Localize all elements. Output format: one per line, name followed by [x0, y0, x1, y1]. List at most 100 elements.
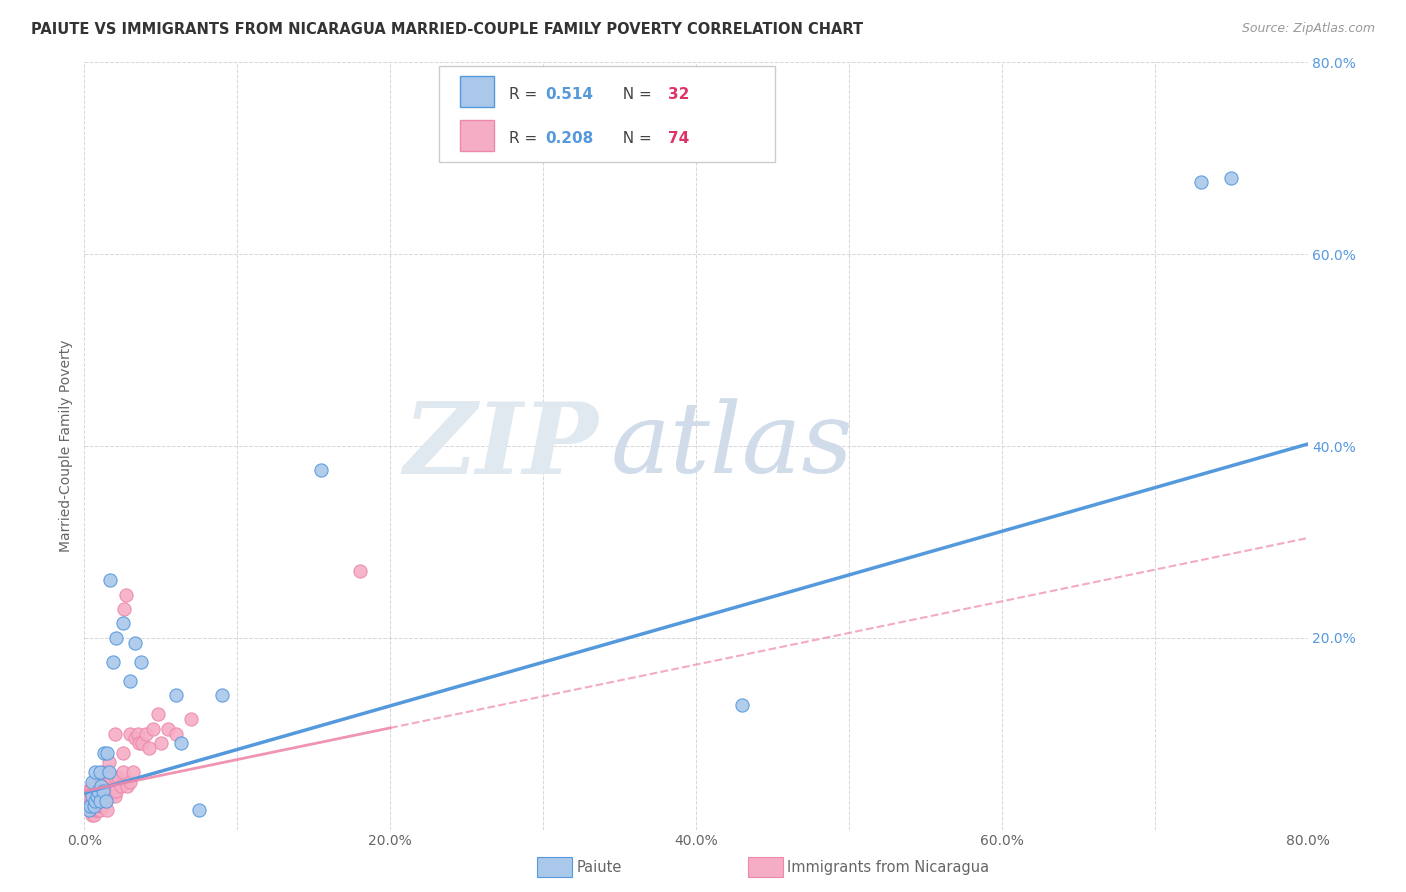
Point [157, 722, 180, 736]
Point [79, 798, 101, 813]
Point [96, 789, 118, 803]
Point [89, 780, 111, 794]
Point [104, 770, 127, 784]
Point [107, 770, 129, 784]
Point [122, 765, 145, 780]
Point [79, 804, 101, 818]
Point [77, 789, 100, 803]
Text: PAIUTE VS IMMIGRANTS FROM NICARAGUA MARRIED-COUPLE FAMILY POVERTY CORRELATION CH: PAIUTE VS IMMIGRANTS FROM NICARAGUA MARR… [31, 22, 863, 37]
Point [96, 765, 118, 780]
Point [349, 564, 371, 578]
Bar [460, 120, 494, 152]
Point [84, 784, 107, 798]
Point [101, 784, 124, 798]
Point [1220, 170, 1243, 185]
Point [98, 574, 121, 588]
Text: Immigrants from Nicaragua: Immigrants from Nicaragua [787, 860, 990, 874]
Bar [460, 77, 494, 107]
Point [83, 789, 105, 803]
Point [80, 789, 103, 803]
Point [89, 765, 111, 780]
Point [104, 789, 127, 803]
Point [90, 770, 112, 784]
Point [98, 770, 121, 784]
Point [91, 784, 114, 798]
Point [124, 635, 146, 649]
Point [98, 789, 121, 803]
Point [87, 804, 110, 818]
Point [103, 655, 125, 669]
Point [83, 808, 105, 822]
Point [91, 798, 114, 813]
Text: 32: 32 [668, 87, 689, 103]
Point [76, 784, 98, 798]
Text: ZIP: ZIP [404, 398, 598, 494]
Point [180, 712, 202, 726]
Text: N =: N = [613, 87, 657, 103]
FancyBboxPatch shape [439, 66, 776, 162]
Point [80, 774, 103, 789]
Point [90, 789, 112, 803]
Point [170, 736, 193, 750]
Point [165, 726, 187, 740]
Point [84, 794, 107, 808]
Point [77, 804, 100, 818]
Point [80, 798, 103, 813]
Point [87, 784, 110, 798]
Point [127, 726, 149, 740]
Point [128, 736, 150, 750]
Point [93, 789, 115, 803]
Point [105, 631, 128, 645]
Point [94, 774, 117, 789]
Point [91, 784, 114, 798]
Point [115, 780, 138, 794]
Point [94, 794, 117, 808]
Point [731, 698, 754, 712]
Point [96, 746, 118, 760]
Point [93, 770, 115, 784]
Point [91, 774, 114, 789]
Point [97, 765, 120, 780]
Point [311, 463, 333, 477]
Y-axis label: Married-Couple Family Poverty: Married-Couple Family Poverty [59, 340, 73, 552]
Point [80, 780, 103, 794]
Point [124, 731, 146, 746]
Point [129, 655, 152, 669]
Text: R =: R = [509, 87, 541, 103]
Point [84, 774, 107, 789]
Point [114, 588, 136, 602]
Point [149, 736, 172, 750]
Point [120, 726, 142, 740]
Point [188, 804, 211, 818]
Point [110, 780, 132, 794]
Point [96, 804, 118, 818]
Text: 0.514: 0.514 [546, 87, 593, 103]
Point [89, 794, 111, 808]
Point [76, 794, 98, 808]
Point [87, 794, 110, 808]
Point [91, 765, 114, 780]
Text: R =: R = [509, 131, 541, 146]
Point [77, 798, 100, 813]
Point [89, 804, 111, 818]
Point [80, 808, 103, 822]
Point [84, 765, 107, 780]
Point [83, 798, 105, 813]
Point [120, 673, 142, 688]
Point [146, 707, 169, 722]
Text: Source: ZipAtlas.com: Source: ZipAtlas.com [1241, 22, 1375, 36]
Point [90, 780, 112, 794]
Text: N =: N = [613, 131, 657, 146]
Point [111, 765, 134, 780]
Point [131, 736, 153, 750]
Text: Paiute: Paiute [576, 860, 621, 874]
Point [83, 798, 105, 813]
Point [97, 784, 120, 798]
Point [86, 789, 108, 803]
Point [211, 689, 233, 703]
Point [165, 689, 187, 703]
Point [111, 746, 134, 760]
Point [103, 784, 125, 798]
Point [138, 741, 160, 756]
Text: 0.208: 0.208 [546, 131, 593, 146]
